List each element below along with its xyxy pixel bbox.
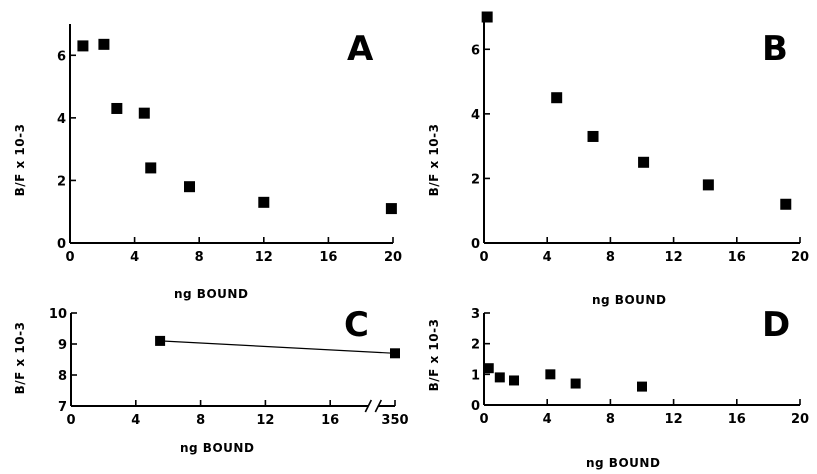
panel-c-y-axis-title: B/F x 10-3 bbox=[13, 322, 27, 395]
a-x-tick-label: 20 bbox=[384, 250, 402, 265]
c-x-tick-label: 16 bbox=[321, 413, 339, 428]
panel-b: B/F x 10-3 B ng BOUND 0 2 4 6 0 4 8 12 16 20 bbox=[427, 11, 809, 307]
d-data-point bbox=[637, 381, 647, 392]
b-data-point bbox=[481, 11, 493, 23]
d-x-tick-label: 8 bbox=[606, 412, 615, 427]
panel-a-y-axis-title: B/F x 10-3 bbox=[13, 124, 27, 197]
d-data-point bbox=[545, 369, 556, 380]
d-data-point bbox=[494, 372, 505, 383]
d-data-point bbox=[570, 378, 581, 389]
b-data-point bbox=[702, 179, 714, 191]
b-x-tick-label: 8 bbox=[606, 250, 615, 265]
panel-d-x-axis-title: ng BOUND bbox=[586, 456, 660, 470]
a-data-point bbox=[111, 102, 123, 114]
a-y-tick-label: 6 bbox=[57, 49, 66, 64]
a-x-tick-label: 16 bbox=[319, 250, 337, 265]
panel-b-x-axis-title: ng BOUND bbox=[592, 293, 666, 307]
a-data-point bbox=[258, 196, 270, 208]
a-data-point bbox=[138, 107, 150, 119]
panel-a-x-axis-title: ng BOUND bbox=[174, 287, 248, 301]
panel-b-letter: B bbox=[762, 29, 788, 69]
c-y-tick-label: 9 bbox=[58, 338, 67, 353]
c-x-tick-label: 12 bbox=[256, 413, 274, 428]
d-x-tick-label: 16 bbox=[728, 412, 746, 427]
b-x-tick-label: 0 bbox=[479, 250, 488, 265]
a-x-tick-label: 0 bbox=[65, 250, 74, 265]
d-data-point bbox=[509, 375, 520, 386]
d-data-point bbox=[483, 363, 494, 374]
c-x-axis-break-mark bbox=[364, 399, 373, 413]
a-x-tick-label: 12 bbox=[255, 250, 273, 265]
b-x-tick-label: 4 bbox=[543, 250, 552, 265]
c-series-line bbox=[160, 340, 396, 354]
c-x-tick-label: 8 bbox=[196, 413, 205, 428]
d-x-tick-label: 20 bbox=[791, 412, 809, 427]
a-data-point bbox=[385, 203, 397, 215]
b-data-point bbox=[587, 130, 599, 142]
d-x-tick-label: 12 bbox=[665, 412, 683, 427]
c-y-tick-label: 7 bbox=[58, 400, 67, 415]
b-y-tick-label: 4 bbox=[471, 108, 480, 123]
a-data-point bbox=[98, 38, 110, 50]
a-data-point bbox=[184, 181, 196, 193]
b-x-tick-label: 12 bbox=[665, 250, 683, 265]
d-y-tick-label: 3 bbox=[471, 307, 480, 322]
panel-d-y-axis-title: B/F x 10-3 bbox=[427, 319, 441, 392]
d-x-tick-label: 0 bbox=[479, 412, 488, 427]
panel-c-letter: C bbox=[344, 305, 369, 345]
c-data-point bbox=[390, 348, 400, 359]
c-x-axis-break-mark bbox=[374, 399, 383, 413]
a-data-point bbox=[145, 162, 157, 174]
a-y-tick-label: 2 bbox=[57, 174, 66, 189]
c-y-tick-label: 8 bbox=[58, 369, 67, 384]
d-y-tick-label: 1 bbox=[471, 368, 480, 383]
panel-a-letter: A bbox=[347, 29, 374, 69]
a-x-tick-label: 4 bbox=[130, 250, 139, 265]
b-data-point bbox=[551, 92, 563, 104]
panel-a: B/F x 10-3 A ng BOUND 0 2 4 6 0 4 8 12 16 20 bbox=[13, 24, 402, 301]
a-data-point bbox=[77, 40, 89, 52]
d-x-tick-label: 4 bbox=[543, 412, 552, 427]
b-data-point bbox=[638, 156, 650, 168]
a-y-tick-label: 0 bbox=[57, 237, 66, 252]
c-x-tick-label: 350 bbox=[381, 413, 408, 428]
panel-c-x-axis-title: ng BOUND bbox=[180, 441, 254, 455]
b-y-tick-label: 6 bbox=[471, 43, 480, 58]
b-y-tick-label: 0 bbox=[471, 237, 480, 252]
d-y-tick-label: 0 bbox=[471, 399, 480, 414]
panel-c: B/F x 10-3 C ng BOUND 7 8 9 10 0 4 8 12 16 350 bbox=[13, 305, 409, 455]
b-x-tick-label: 20 bbox=[791, 250, 809, 265]
panel-b-y-axis-title: B/F x 10-3 bbox=[427, 124, 441, 197]
a-x-tick-label: 8 bbox=[195, 250, 204, 265]
b-y-tick-label: 2 bbox=[471, 172, 480, 187]
c-x-tick-label: 4 bbox=[131, 413, 140, 428]
b-x-tick-label: 16 bbox=[728, 250, 746, 265]
c-x-tick-label: 0 bbox=[66, 413, 75, 428]
d-y-tick-label: 2 bbox=[471, 338, 480, 353]
a-y-tick-label: 4 bbox=[57, 112, 66, 127]
b-data-point bbox=[780, 198, 792, 210]
c-data-point bbox=[155, 335, 166, 346]
c-y-tick-label: 10 bbox=[49, 307, 67, 322]
panel-d-letter: D bbox=[762, 305, 790, 345]
